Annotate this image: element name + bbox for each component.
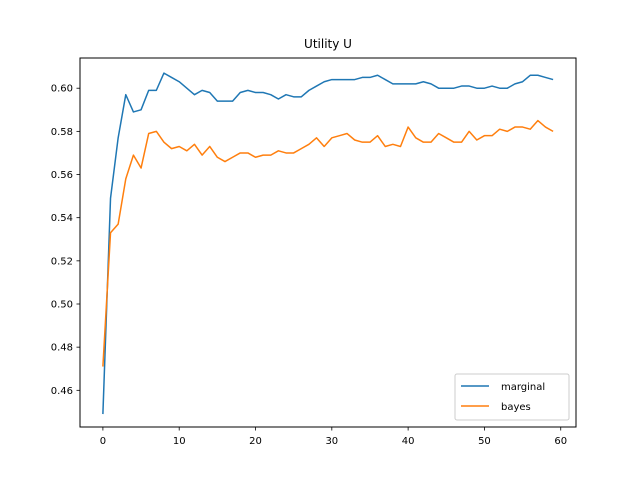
legend-label-marginal: marginal	[501, 382, 545, 393]
series-layer	[102, 72, 554, 415]
axes-frame	[79, 57, 577, 428]
x-tick-label: 60	[554, 436, 567, 447]
plot-area: 0 10 20 30 40 50 60 0.460.480.500.520.540.560.…	[51, 57, 577, 447]
legend-box	[454, 373, 570, 421]
y-tick-label: 0.54	[51, 213, 73, 224]
x-axis: 0 10 20 30 40 50 60	[100, 427, 567, 447]
x-tick-label: 0	[100, 436, 106, 447]
y-tick-label: 0.50	[51, 300, 73, 311]
series-line-marginal	[102, 72, 554, 415]
legend-label-bayes: bayes	[501, 402, 531, 413]
x-tick-label: 10	[173, 436, 186, 447]
y-axis: 0.46 0.48 0.50 0.52 0.54 0.56 0.58 0.60	[51, 84, 80, 397]
x-tick-label: 50	[478, 436, 491, 447]
x-tick-label: 20	[249, 436, 262, 447]
x-tick-label: 30	[325, 436, 338, 447]
y-tick-label: 0.56	[51, 170, 73, 181]
series-line-bayes	[102, 119, 554, 367]
y-tick-label: 0.60	[51, 84, 73, 95]
x-tick-label: 40	[402, 436, 415, 447]
legend: marginal bayes	[454, 373, 570, 421]
y-tick-label: 0.48	[51, 343, 73, 354]
y-tick-label: 0.58	[51, 127, 73, 138]
y-tick-label: 0.46	[51, 386, 73, 397]
y-tick-label: 0.52	[51, 256, 73, 267]
chart-title: Utility U	[304, 37, 352, 51]
